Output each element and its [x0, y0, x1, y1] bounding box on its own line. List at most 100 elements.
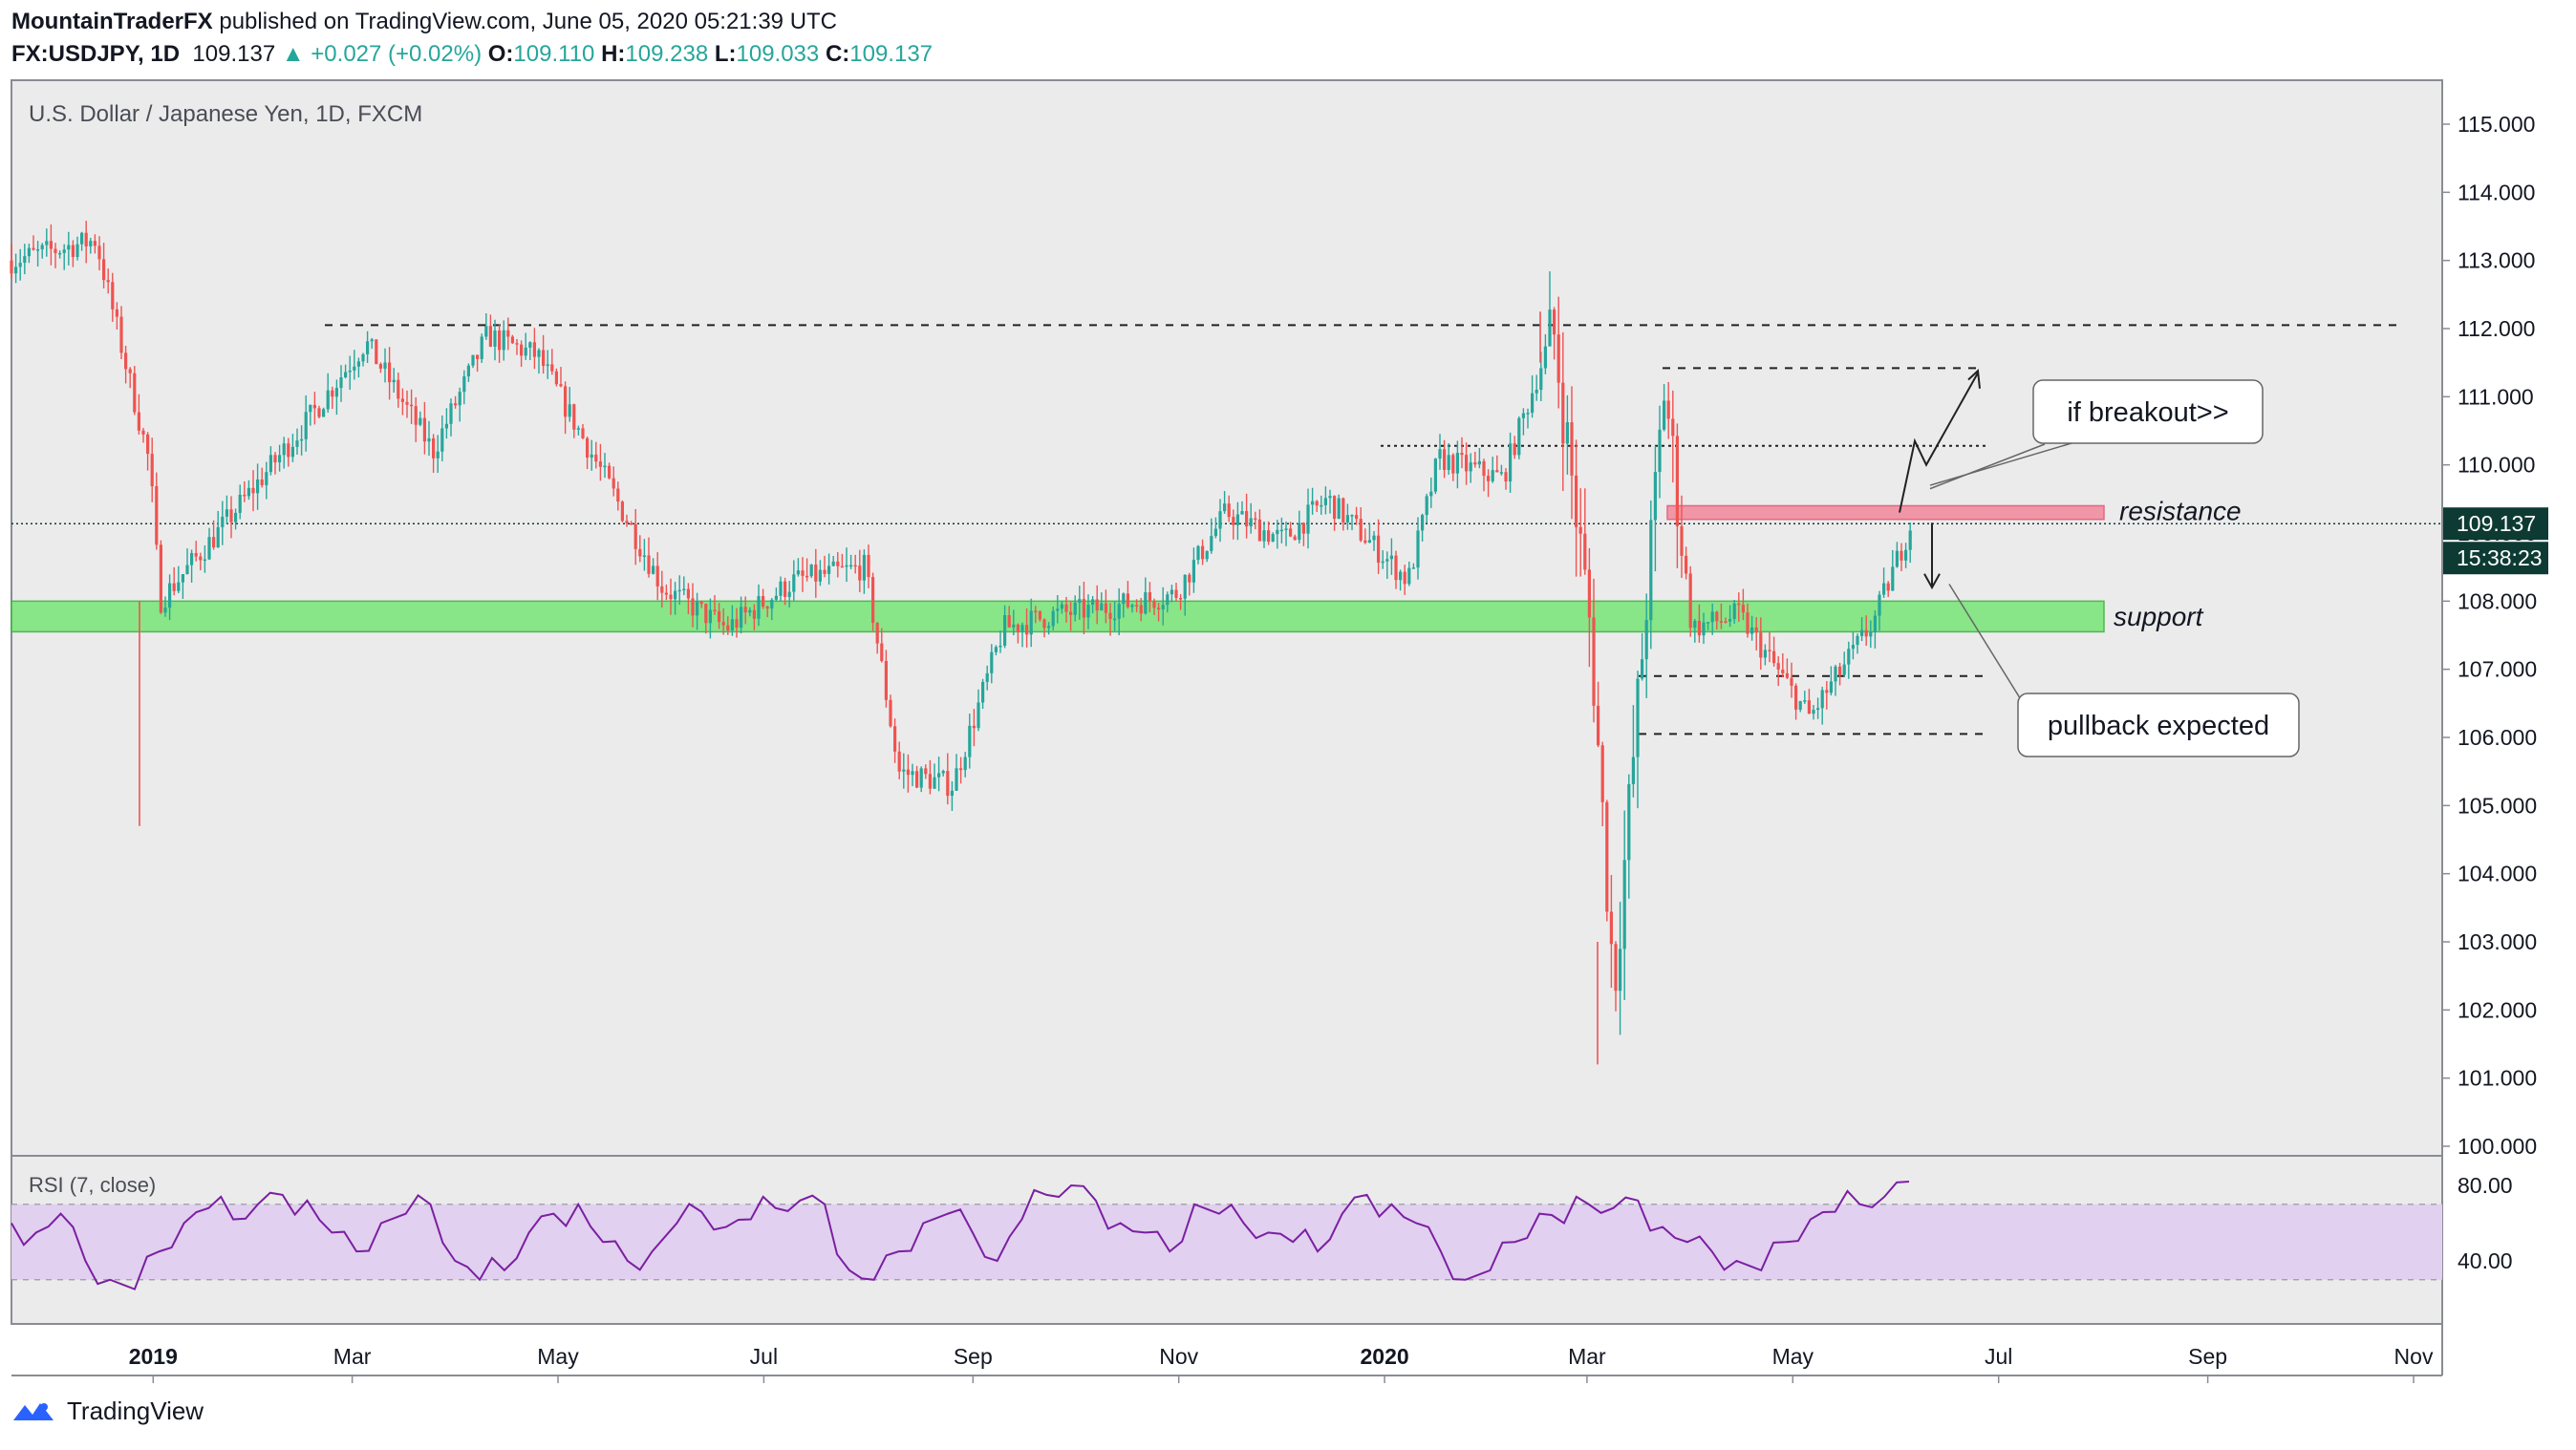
candle-body [1328, 496, 1332, 499]
candle-body [1825, 690, 1829, 693]
candle-body [977, 702, 980, 729]
candle-body [919, 768, 923, 788]
candle-body [278, 455, 282, 463]
candle-body [1575, 475, 1578, 527]
candle-body [515, 343, 519, 345]
tradingview-logo-icon [13, 1402, 54, 1420]
candle-body [1320, 504, 1323, 507]
candle-body [546, 364, 549, 367]
candle-body [510, 336, 514, 344]
candle-body [985, 672, 989, 682]
candle-body [1816, 708, 1820, 711]
candle-body [779, 581, 783, 596]
candle-body [1535, 390, 1538, 394]
candle-body [1034, 610, 1038, 612]
candle-body [344, 372, 348, 378]
candle-body [212, 537, 216, 548]
candle-body [480, 336, 483, 359]
candle-body [1144, 592, 1148, 614]
candle-body [155, 486, 159, 545]
candle-body [660, 586, 664, 593]
countdown-tag [2443, 542, 2548, 575]
candle-body [1627, 783, 1631, 861]
price-tick-label: 101.000 [2458, 1066, 2537, 1091]
candle-body [576, 428, 580, 430]
candle-body [740, 607, 743, 629]
candle-body [1227, 503, 1231, 518]
chart-title: U.S. Dollar / Japanese Yen, 1D, FXCM [29, 101, 422, 127]
candle-body [1284, 528, 1288, 530]
price-tick-label: 107.000 [2458, 657, 2537, 682]
candle-body [554, 371, 558, 385]
candle-body [440, 428, 444, 452]
candle-body [1091, 599, 1095, 605]
candle-body [1157, 608, 1161, 609]
candle-body [862, 554, 866, 581]
candle-body [1754, 627, 1758, 633]
candle-body [1254, 518, 1257, 521]
candle-body [1235, 514, 1239, 525]
candle-body [1609, 911, 1613, 945]
candle-body [1359, 519, 1363, 541]
candle-body [1095, 599, 1099, 611]
candle-body [1276, 529, 1279, 535]
candle-body [1122, 593, 1126, 605]
breakout-callout-pointer [1929, 442, 2072, 486]
time-tick-label: May [537, 1344, 579, 1369]
candle-body [1323, 498, 1327, 505]
candle-body [75, 244, 79, 258]
up-arrow-icon: ▲ [281, 41, 305, 67]
candle-body [972, 725, 976, 729]
candle-body [1139, 605, 1143, 614]
candle-body [1856, 635, 1859, 646]
candle-body [124, 352, 128, 370]
candle-body [128, 369, 132, 373]
price-tick-label: 111.000 [2458, 384, 2534, 409]
author-name[interactable]: MountainTraderFX [11, 9, 213, 34]
candle-body [93, 241, 97, 246]
candle-body [713, 609, 717, 611]
candle-body [875, 623, 879, 644]
candle-body [97, 245, 101, 260]
candle-body [1842, 664, 1846, 675]
candle-body [735, 619, 739, 629]
candle-body [981, 681, 985, 703]
candle-body [871, 577, 875, 624]
candle-body [532, 342, 536, 357]
candle-body [1279, 529, 1283, 532]
candle-body [181, 574, 184, 583]
candle-body [331, 390, 334, 397]
candle-body [265, 472, 268, 485]
candle-body [928, 774, 932, 789]
candle-body [1372, 535, 1376, 541]
candle-body [1688, 573, 1692, 629]
candle-body [752, 609, 756, 619]
candle-body [814, 565, 818, 582]
breakout-callout-box [2032, 379, 2264, 444]
candle-body [1385, 559, 1389, 562]
candle-body [884, 661, 888, 700]
candle-body [1447, 455, 1450, 470]
candle-body [199, 556, 203, 561]
candle-body [225, 509, 228, 517]
candle-body [172, 583, 176, 591]
candle-body [823, 569, 826, 574]
candle-body [1301, 522, 1305, 534]
candle-body [1878, 594, 1881, 616]
candle-body [959, 768, 963, 771]
time-tick-label: Nov [2394, 1344, 2434, 1369]
pullback-callout-text: pullback expected [2048, 711, 2269, 741]
candle-body [1741, 605, 1745, 613]
candle-body [427, 437, 431, 442]
brand-name[interactable]: TradingView [67, 1397, 204, 1425]
candle-body [1587, 569, 1591, 618]
low-value: 109.033 [736, 41, 820, 67]
candle-body [1578, 526, 1582, 534]
candle-body [243, 494, 247, 497]
candle-body [1060, 604, 1063, 609]
candle-body [1016, 624, 1020, 632]
candle-body [348, 370, 352, 373]
candle-body [1803, 700, 1807, 702]
candle-body [1644, 620, 1648, 660]
